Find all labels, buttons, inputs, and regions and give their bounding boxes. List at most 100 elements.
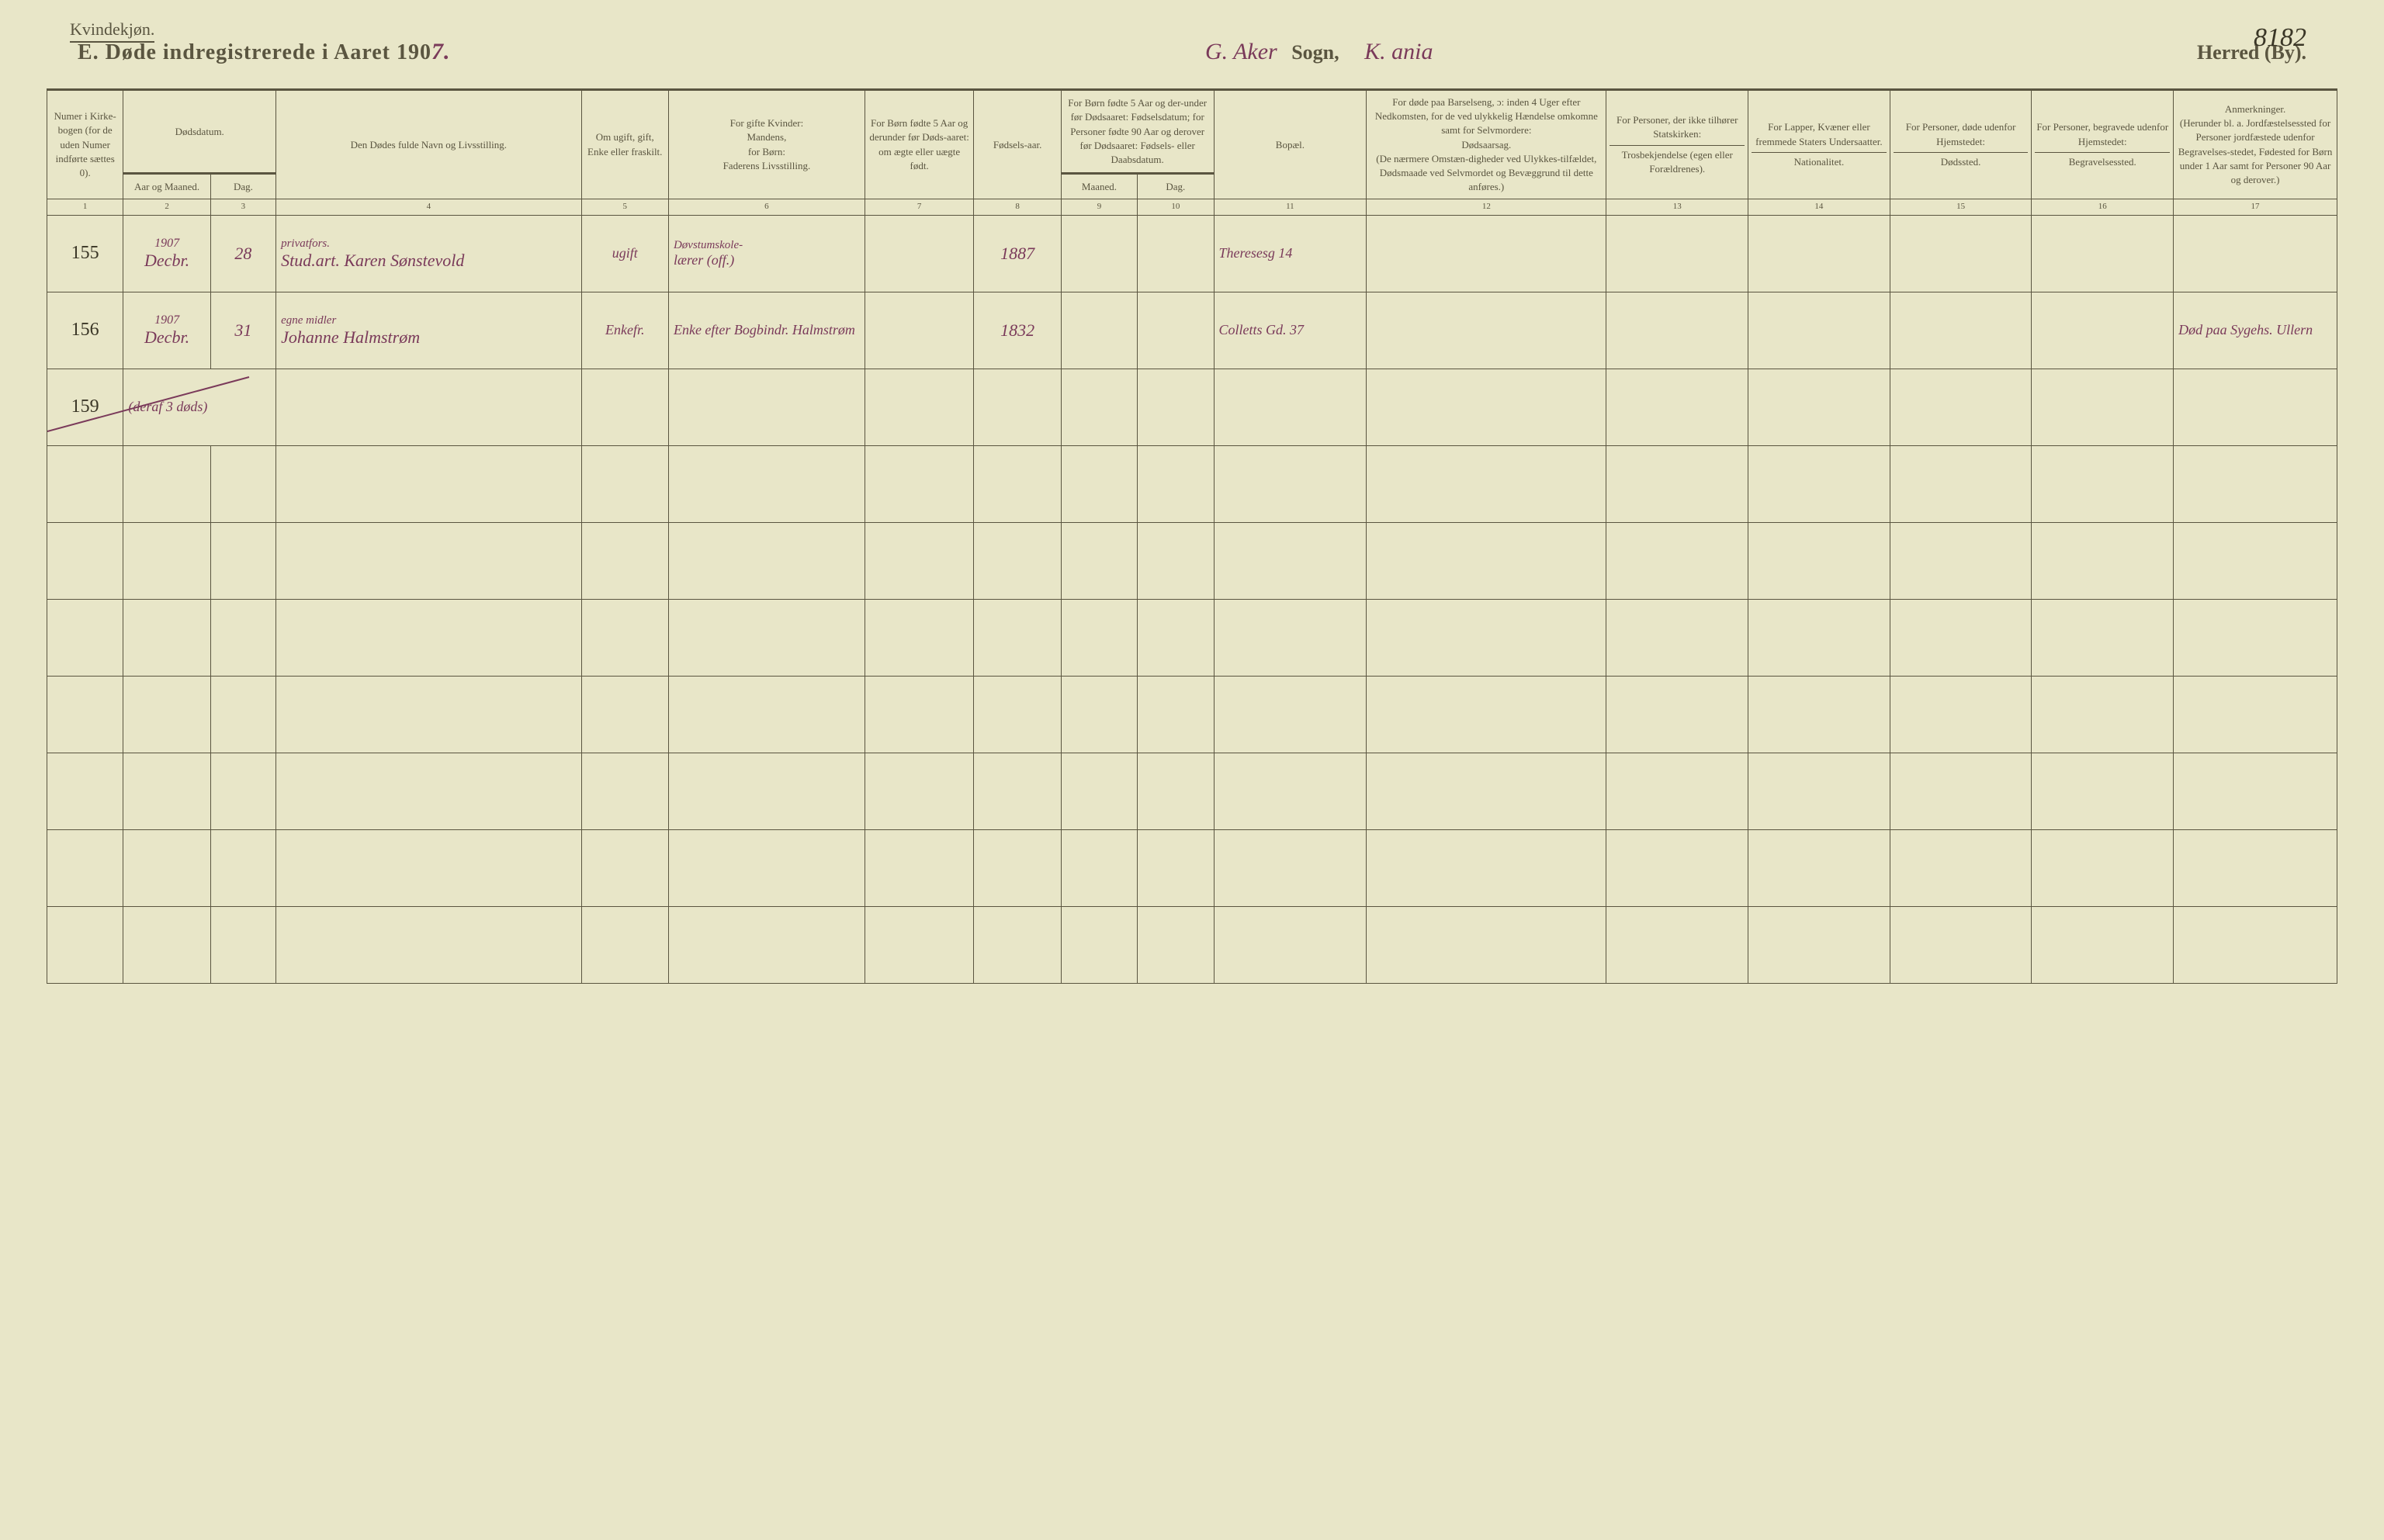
cell-empty: [1138, 292, 1214, 369]
col-header-15: For Personer, døde udenfor Hjemstedet: D…: [1890, 90, 2032, 199]
colnum-1: 1: [47, 199, 123, 215]
cell-empty: [1748, 292, 1890, 369]
colnum-5: 5: [581, 199, 668, 215]
name-text: Johanne Halmstrøm: [281, 327, 420, 347]
cell-empty: [581, 369, 668, 445]
entry-bopael: Colletts Gd. 37: [1214, 292, 1367, 369]
col-header-13: For Personer, der ikke tilhører Statskir…: [1606, 90, 1748, 199]
colnum-13: 13: [1606, 199, 1748, 215]
cell-empty: [1606, 369, 1748, 445]
entry-number: 159: [47, 369, 123, 445]
cell-empty: [276, 369, 581, 445]
c6-mid2: for Børn:: [748, 146, 785, 157]
entry-status: ugift: [581, 215, 668, 292]
cell-empty: [974, 369, 1061, 445]
colnum-2: 2: [123, 199, 210, 215]
col-header-2a: Aar og Maaned.: [123, 174, 210, 199]
table-row-empty: [47, 599, 2337, 676]
col-header-7: For Børn fødte 5 Aar og derunder før Død…: [865, 90, 974, 199]
entry-number: 155: [47, 215, 123, 292]
cell-empty: [865, 369, 974, 445]
cell-empty: [2032, 292, 2174, 369]
entry-month-text: Decbr.: [144, 327, 189, 347]
c12-top: For døde paa Barselseng, ɔ: inden 4 Uger…: [1375, 96, 1598, 136]
col-header-12: For døde paa Barselseng, ɔ: inden 4 Uger…: [1367, 90, 1606, 199]
col-header-2b: Dag.: [210, 174, 275, 199]
c6-bot: Faderens Livsstilling.: [723, 160, 811, 171]
cell-empty: [1748, 215, 1890, 292]
colnum-9: 9: [1061, 199, 1137, 215]
colnum-16: 16: [2032, 199, 2174, 215]
entry-number: 156: [47, 292, 123, 369]
table-row: 155 1907 Decbr. 28 privatfors. Stud.art.…: [47, 215, 2337, 292]
c14-top: For Lapper, Kvæner eller fremmede Stater…: [1755, 121, 1883, 147]
cell-empty: [1890, 215, 2032, 292]
sogn-label: Sogn,: [1291, 41, 1339, 64]
entry-status: Enkefr.: [581, 292, 668, 369]
colnum-17: 17: [2174, 199, 2337, 215]
name-text: Stud.art. Karen Sønstevold: [281, 251, 464, 270]
table-body: 155 1907 Decbr. 28 privatfors. Stud.art.…: [47, 215, 2337, 983]
cell-empty: [1367, 215, 1606, 292]
col-header-1: Numer i Kirke-bogen (for de uden Numer i…: [47, 90, 123, 199]
colnum-10: 10: [1138, 199, 1214, 215]
cell-empty: [1890, 369, 2032, 445]
entry-year: 1907: [128, 313, 205, 327]
sogn-block: G. Aker Sogn, K. ania: [1205, 39, 1443, 65]
name-super: privatfors.: [281, 237, 576, 251]
table-row-empty: [47, 522, 2337, 599]
cell-empty: [1214, 369, 1367, 445]
cell-empty: [1890, 292, 2032, 369]
table-row-struck: 159 (deraf 3 døds): [47, 369, 2337, 445]
cell-empty: [865, 292, 974, 369]
cell-empty: [668, 369, 865, 445]
colnum-4: 4: [276, 199, 581, 215]
col-header-9b: Dag.: [1138, 174, 1214, 199]
c13-bot: Trosbekjendelse (egen eller Forældrenes)…: [1610, 145, 1745, 176]
entry-birth: 1887: [974, 215, 1061, 292]
c13-top: For Personer, der ikke tilhører Statskir…: [1616, 114, 1738, 140]
table-row: 156 1907 Decbr. 31 egne midler Johanne H…: [47, 292, 2337, 369]
cell-empty: [1138, 215, 1214, 292]
ledger-page: Kvindekjøn. 8182 E. Døde indregistrerede…: [47, 39, 2337, 984]
table-row-empty: [47, 753, 2337, 829]
c12-bot: (De nærmere Omstæn-digheder ved Ulykkes-…: [1376, 153, 1596, 192]
table-header: Numer i Kirke-bogen (for de uden Numer i…: [47, 90, 2337, 216]
table-row-empty: [47, 829, 2337, 906]
colnum-3: 3: [210, 199, 275, 215]
c17-top: Anmerkninger.: [2225, 103, 2285, 115]
livs-super: Døvstumskole-: [674, 238, 860, 252]
sogn-handwritten: G. Aker: [1205, 39, 1277, 64]
c15-top: For Personer, døde udenfor Hjemstedet:: [1906, 121, 2016, 147]
col-header-14: For Lapper, Kvæner eller fremmede Stater…: [1748, 90, 1890, 199]
entry-day: 28: [210, 215, 275, 292]
cell-empty: [1138, 369, 1214, 445]
col-header-16: For Personer, begravede udenfor Hjemsted…: [2032, 90, 2174, 199]
livs-text: lærer (off.): [674, 252, 734, 268]
cell-empty: [1367, 292, 1606, 369]
c14-bot: Nationalitet.: [1752, 152, 1887, 169]
c12-mid: Dødsaarsag.: [1461, 139, 1511, 151]
entry-anm: [2174, 215, 2337, 292]
col-header-6: For gifte Kvinder: Mandens, for Børn: Fa…: [668, 90, 865, 199]
c16-bot: Begravelsessted.: [2035, 152, 2170, 169]
cell-empty: [2032, 215, 2174, 292]
table-row-empty: [47, 445, 2337, 522]
c17-bot: (Herunder bl. a. Jordfæstelsessted for P…: [2178, 117, 2333, 185]
c6-top: For gifte Kvinder:: [730, 117, 804, 129]
colnum-12: 12: [1367, 199, 1606, 215]
cell-empty: [865, 215, 974, 292]
gender-label: Kvindekjøn.: [70, 19, 154, 43]
table-row-empty: [47, 906, 2337, 983]
entry-year: 1907: [128, 236, 205, 251]
struck-num: 159: [71, 396, 99, 417]
year-suffix: 7.: [431, 39, 451, 64]
colnum-6: 6: [668, 199, 865, 215]
entry-day: 31: [210, 292, 275, 369]
ledger-table: Numer i Kirke-bogen (for de uden Numer i…: [47, 88, 2337, 984]
table-row-empty: [47, 676, 2337, 753]
entry-livs: Døvstumskole- lærer (off.): [668, 215, 865, 292]
col-header-11: Bopæl.: [1214, 90, 1367, 199]
cell-empty: [1606, 215, 1748, 292]
col-header-8: Fødsels-aar.: [974, 90, 1061, 199]
